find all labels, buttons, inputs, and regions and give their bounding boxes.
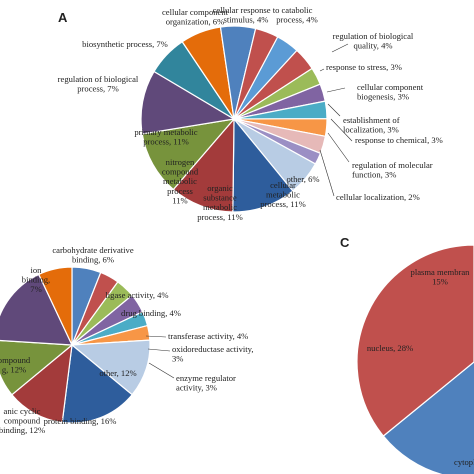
slice-label: establishment of localization, 3% bbox=[343, 115, 400, 135]
slice-label: response to chemical, 3% bbox=[355, 135, 443, 145]
slice-label: nucleus, 28% bbox=[367, 343, 413, 353]
pie-slice bbox=[232, 117, 294, 213]
slice-label: response to stress, 3% bbox=[326, 62, 402, 72]
slice-label: regulation of molecular function, 3% bbox=[352, 160, 433, 180]
slice-label: catabolic process, 4% bbox=[276, 5, 318, 25]
leader-line bbox=[331, 43, 349, 53]
pie-slice bbox=[172, 117, 235, 213]
slice-label: regulation of biological process, 7% bbox=[58, 74, 139, 94]
slice-label: cellular response to stimulus, 4% bbox=[213, 5, 280, 25]
slice-label: biosynthetic process, 7% bbox=[82, 39, 168, 49]
pie-slice bbox=[233, 27, 279, 120]
panel-letter-c: C bbox=[340, 235, 350, 250]
leader-line bbox=[148, 362, 175, 379]
slice-label: cytoplas bbox=[454, 457, 474, 467]
slice-label: plasma membran 15% bbox=[411, 267, 471, 287]
slice-label: carbohydrate derivative binding, 6% bbox=[52, 245, 134, 265]
leader-line bbox=[326, 87, 346, 93]
slice-label: oxidoreductase activity, 3% bbox=[172, 344, 254, 364]
pie-chart-a bbox=[140, 25, 328, 213]
leader-line bbox=[319, 68, 325, 72]
slice-label: regulation of biological quality, 4% bbox=[333, 31, 414, 51]
slice-label: organic substance metabolic process, 11% bbox=[197, 183, 243, 222]
pie-slice bbox=[141, 118, 236, 191]
slice-label: protein binding, 16% bbox=[44, 416, 117, 426]
pie-slice bbox=[0, 273, 73, 346]
slice-label: enzyme regulator activity, 3% bbox=[176, 373, 236, 393]
slice-label: cellular metabolic process, 11% bbox=[260, 180, 306, 209]
slice-label: cellular component biogenesis, 3% bbox=[357, 82, 424, 102]
slice-label: transferase activity, 4% bbox=[168, 331, 248, 341]
pie-chart-c bbox=[356, 244, 474, 474]
slice-label: cellular component organization, 6% bbox=[162, 7, 229, 27]
leader-line bbox=[327, 132, 350, 163]
pie-slice bbox=[382, 361, 474, 474]
slice-label: nitrogen compound metabolic process 11% bbox=[162, 157, 199, 205]
slice-labels: catabolic process, 4% regulation of biolog… bbox=[0, 5, 474, 467]
leader-line bbox=[145, 335, 167, 338]
pie-chart-b bbox=[0, 266, 151, 424]
leader-lines bbox=[145, 43, 353, 379]
panel-letter-a: A bbox=[58, 10, 68, 25]
leader-line bbox=[319, 149, 335, 197]
leader-line bbox=[330, 118, 353, 142]
slice-label: ligase activity, 4% bbox=[105, 290, 168, 300]
leader-line bbox=[327, 103, 341, 117]
slice-label: ion binding, 7% bbox=[22, 265, 50, 294]
pie-slice bbox=[356, 244, 474, 437]
slice-label: ompound g, 12% bbox=[0, 355, 31, 375]
pie-slice bbox=[0, 339, 74, 396]
pie-slice bbox=[37, 266, 73, 346]
slice-label: other, 6% bbox=[286, 174, 319, 184]
slice-label: anic cyclic compound binding, 12% bbox=[0, 406, 45, 435]
slice-label: cellular localization, 2% bbox=[336, 192, 420, 202]
pie-slice bbox=[61, 343, 133, 424]
pie-slice bbox=[140, 70, 236, 135]
leader-line bbox=[147, 348, 171, 352]
slice-label: primary metabolic process, 11% bbox=[134, 127, 197, 147]
slice-label: other, 12% bbox=[99, 368, 136, 378]
slice-label: drug binding, 4% bbox=[121, 308, 181, 318]
